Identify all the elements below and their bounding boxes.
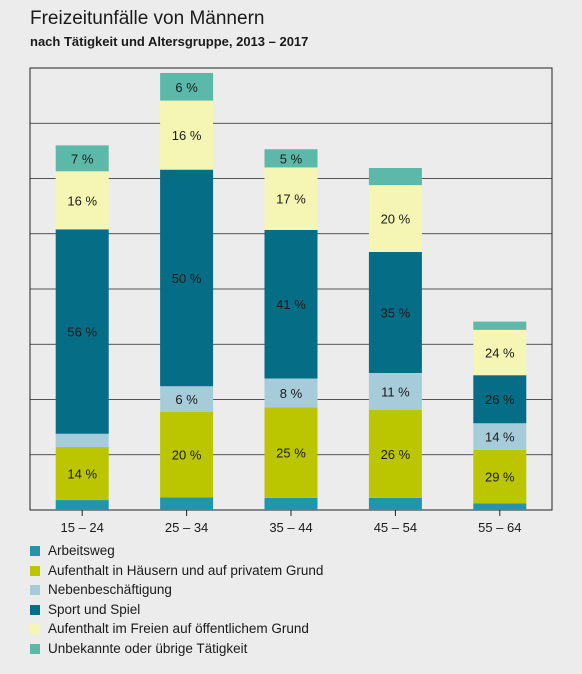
legend-label: Aufenthalt in Häusern und auf privatem G… — [48, 562, 324, 578]
bar-segment — [160, 411, 214, 498]
legend-item: Unbekannte oder übrige Tätigkeit — [30, 639, 323, 659]
bar-segment — [473, 375, 527, 424]
bar-segment — [160, 169, 214, 387]
legend-label: Arbeitsweg — [48, 543, 115, 558]
data-label: 7 % — [71, 151, 94, 166]
data-label: 26 % — [381, 447, 411, 462]
data-label: 16 % — [67, 193, 97, 208]
bar-segment — [473, 423, 527, 450]
data-label: 50 % — [172, 271, 202, 286]
bar-segment — [368, 251, 422, 373]
bar-segment — [160, 100, 214, 170]
data-label: 20 % — [172, 447, 202, 462]
legend-swatch — [30, 565, 40, 576]
legend-label: Sport und Spiel — [48, 601, 141, 617]
legend-item: Aufenthalt in Häusern und auf privatem G… — [30, 561, 323, 581]
data-label: 14 % — [485, 430, 515, 445]
data-label: 29 % — [485, 470, 515, 485]
data-label: 14 % — [67, 467, 97, 482]
data-label: 17 % — [276, 192, 306, 207]
data-label: 24 % — [485, 346, 515, 361]
data-label: 25 % — [276, 446, 306, 461]
legend-item: Arbeitsweg — [30, 541, 323, 561]
bar-segment — [264, 497, 318, 510]
data-label: 26 % — [485, 392, 515, 407]
data-label: 8 % — [280, 386, 303, 401]
legend-swatch — [30, 643, 40, 654]
bar-segment — [55, 145, 109, 172]
legend-swatch — [30, 604, 40, 615]
chart-title: Freizeitunfälle von Männern — [30, 8, 265, 29]
bar-segment — [264, 407, 318, 498]
data-label: 5 % — [280, 151, 303, 166]
bar-segment — [368, 185, 422, 252]
legend-label: Aufenthalt im Freien auf öffentlichem Gr… — [48, 621, 309, 636]
bar-segment — [160, 72, 214, 101]
legend-label: Nebenbeschäftigung — [48, 582, 172, 597]
bar-segment — [160, 386, 214, 412]
data-label: 56 % — [67, 325, 97, 340]
bar-segment — [473, 321, 527, 330]
bar-segment — [473, 449, 527, 504]
bar-segment — [264, 149, 318, 168]
x-tick-label: 35 – 44 — [269, 520, 312, 535]
bar-segment — [368, 168, 422, 186]
bar-segment — [264, 378, 318, 408]
data-label: 16 % — [172, 128, 202, 143]
x-tick-label: 15 – 24 — [61, 520, 104, 535]
data-label: 20 % — [381, 212, 411, 227]
legend-item: Aufenthalt im Freien auf öffentlichem Gr… — [30, 619, 323, 639]
data-label: 41 % — [276, 297, 306, 312]
bar-segment — [55, 171, 109, 230]
x-tick-label: 25 – 34 — [165, 520, 208, 535]
bar-segment — [368, 409, 422, 498]
chart-subtitle: nach Tätigkeit und Altersgruppe, 2013 – … — [30, 34, 309, 49]
legend-item: Nebenbeschäftigung — [30, 580, 323, 600]
data-label: 6 % — [175, 80, 198, 95]
bar-segment — [368, 372, 422, 410]
bar-segment — [55, 229, 109, 434]
legend-swatch — [30, 585, 40, 595]
data-label: 6 % — [175, 392, 198, 407]
x-tick-label: 45 – 54 — [374, 520, 417, 535]
legend-item: Sport und Spiel — [30, 600, 323, 620]
bar-segment — [55, 447, 109, 501]
bar-segment — [264, 167, 318, 230]
data-label: 11 % — [381, 384, 410, 399]
bar-segment — [473, 503, 527, 510]
data-label: 35 % — [381, 305, 411, 320]
legend-swatch — [30, 624, 40, 634]
bar-segment — [473, 329, 527, 376]
x-tick-label: 55 – 64 — [478, 520, 521, 535]
bar-segment — [55, 433, 109, 448]
legend-label: Unbekannte oder übrige Tätigkeit — [48, 640, 248, 656]
bar-segment — [368, 497, 422, 510]
bar-segment — [55, 500, 109, 510]
legend-swatch — [30, 546, 40, 556]
bar-segment — [160, 497, 214, 510]
chart-legend: Arbeitsweg Aufenthalt in Häusern und auf … — [30, 541, 323, 658]
bar-segment — [264, 229, 318, 379]
